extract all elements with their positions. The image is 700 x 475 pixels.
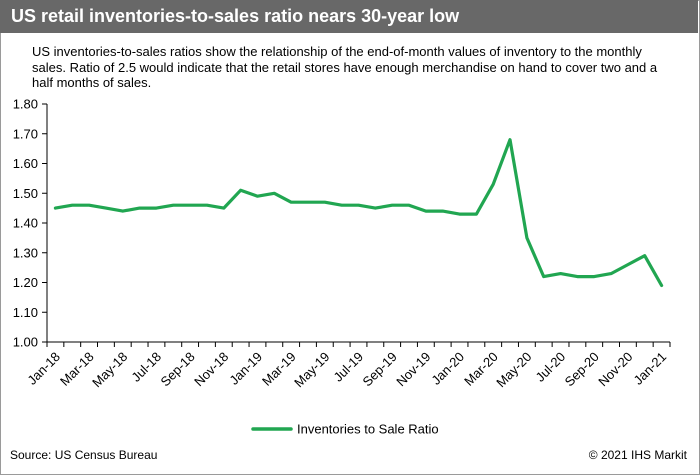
y-tick-label: 1.00 <box>13 335 38 350</box>
y-tick-label: 1.30 <box>13 245 38 260</box>
x-tick-label: Mar-20 <box>461 349 501 389</box>
x-tick-label: Jan-21 <box>631 349 670 388</box>
x-tick-label: Jan-20 <box>428 349 467 388</box>
x-axis-ticks: Jan-18Mar-18May-18Jul-18Sep-18Nov-18Jan-… <box>24 342 671 390</box>
x-tick-label: May-19 <box>291 349 332 390</box>
x-tick-label: Nov-18 <box>191 349 231 389</box>
x-tick-label: Jan-19 <box>226 349 265 388</box>
chart-axes <box>46 104 670 343</box>
title-bar: US retail inventories-to-sales ratio nea… <box>0 0 698 33</box>
x-tick-label: Jan-18 <box>24 349 63 388</box>
x-tick-label: Sep-19 <box>360 349 400 389</box>
y-tick-label: 1.60 <box>13 156 38 171</box>
y-tick-label: 1.40 <box>13 216 38 231</box>
chart-subtitle: US inventories-to-sales ratios show the … <box>32 44 658 90</box>
y-tick-label: 1.20 <box>13 275 38 290</box>
series-group <box>53 138 664 288</box>
y-tick-label: 1.50 <box>13 186 38 201</box>
y-tick-label: 1.80 <box>13 97 38 112</box>
copyright-note: © 2021 IHS Markit <box>588 448 687 462</box>
x-tick-label: May-18 <box>89 349 130 390</box>
x-tick-label: Mar-19 <box>259 349 299 389</box>
y-tick-label: 1.70 <box>13 126 38 141</box>
series-line <box>53 138 664 288</box>
x-tick-label: Sep-20 <box>562 349 602 389</box>
x-tick-label: May-20 <box>493 349 534 390</box>
chart-title: US retail inventories-to-sales ratio nea… <box>11 6 460 26</box>
y-tick-label: 1.10 <box>13 305 38 320</box>
x-tick-label: Nov-20 <box>595 349 635 389</box>
source-note: Source: US Census Bureau <box>10 448 158 462</box>
x-tick-label: Sep-18 <box>158 349 198 389</box>
legend-label: Inventories to Sale Ratio <box>297 422 439 437</box>
y-axis-ticks: 1.00 1.10 1.20 1.30 1.40 1.50 1.60 1.70 1.80 <box>13 97 47 350</box>
x-tick-label: Nov-19 <box>393 349 433 389</box>
x-tick-label: Mar-18 <box>57 349 97 389</box>
legend: Inventories to Sale Ratio <box>251 422 439 437</box>
